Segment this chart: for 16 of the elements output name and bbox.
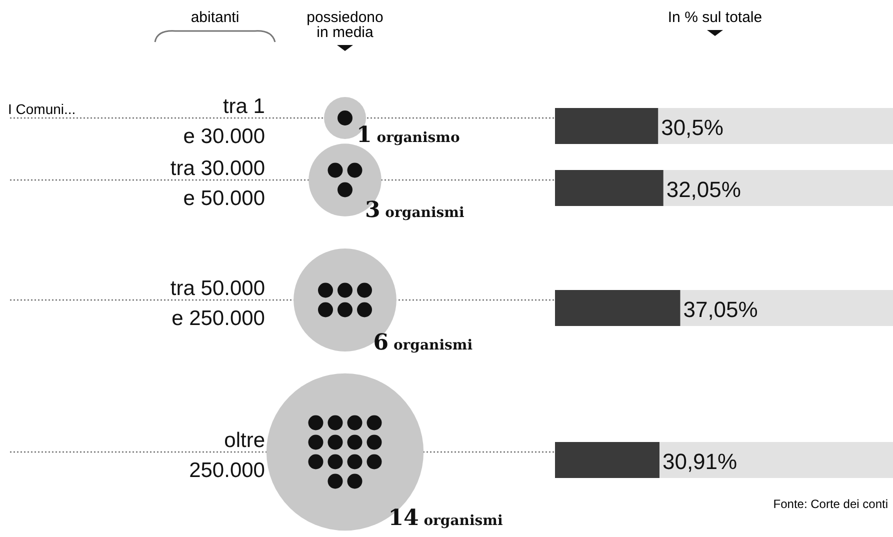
data-label: 30,91%	[662, 449, 738, 474]
data-label: 1 organismo	[356, 122, 460, 148]
y-axis-title: abitanti	[190, 9, 240, 26]
annotation: Fonte: Corte dei conti	[773, 497, 888, 511]
data-label: 6 organismi	[373, 330, 473, 356]
y-tick-label: tra 30.000 e 50.000	[170, 157, 265, 210]
data-label: 14 organismi	[388, 504, 503, 531]
data-label: 37,05%	[683, 297, 758, 322]
y-tick-label: tra 50.000 e 250.000	[170, 277, 265, 330]
text: In % sul totale	[668, 9, 762, 26]
data-label: 3 organismi	[365, 196, 464, 223]
text: I Comuni...	[8, 101, 76, 117]
data-label: 32,05%	[666, 177, 741, 202]
text: possiedono in media	[306, 9, 384, 41]
data-label: 30,5%	[661, 115, 724, 140]
y-tick-label: oltre 250.000	[189, 429, 265, 482]
